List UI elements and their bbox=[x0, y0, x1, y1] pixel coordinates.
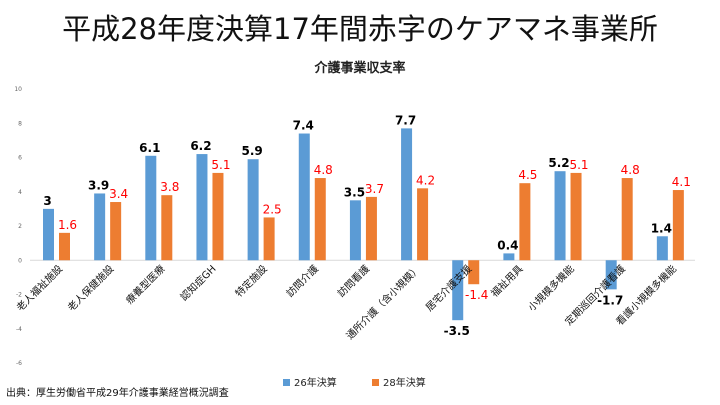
data-label: 5.2 bbox=[548, 156, 569, 170]
category-label: 認知症GH bbox=[177, 262, 218, 303]
category-label: 療養型医療 bbox=[123, 262, 168, 307]
category-label: 福祉用具 bbox=[488, 262, 525, 299]
bar-fy26 bbox=[298, 133, 310, 261]
data-label: 1.4 bbox=[651, 221, 672, 235]
data-label: 1.6 bbox=[58, 218, 77, 232]
data-label: 4.1 bbox=[672, 175, 691, 189]
data-label: -1.7 bbox=[597, 293, 623, 307]
legend-label: 26年決算 bbox=[294, 376, 337, 389]
category-label: 訪問介護 bbox=[283, 262, 320, 299]
y-tick-label: 6 bbox=[18, 155, 22, 162]
bar-fy28 bbox=[621, 178, 633, 261]
bar-fy28 bbox=[468, 260, 480, 285]
legend-label: 28年決算 bbox=[383, 376, 426, 389]
bar-series: 3 3.9 6.1 6.2 5.9 7.4 3.5 7.7 -3.5 0.4 5.2 -1.7 1.4 1… bbox=[43, 113, 691, 338]
data-label: 5.1 bbox=[569, 158, 588, 172]
chart-title: 介護事業収支率 bbox=[313, 60, 405, 76]
category-label: 老人保健施設 bbox=[65, 262, 117, 314]
data-label: 4.8 bbox=[314, 163, 333, 177]
bar-fy28 bbox=[519, 183, 531, 261]
legend: 26年決算 28年決算 bbox=[283, 376, 426, 389]
category-label: 特定施設 bbox=[232, 262, 269, 299]
y-tick-label: 10 bbox=[14, 86, 22, 93]
data-label: 4.8 bbox=[621, 163, 640, 177]
bar-fy28 bbox=[212, 172, 224, 261]
category-label: 訪問看護 bbox=[335, 262, 372, 299]
data-label: 5.1 bbox=[211, 158, 230, 172]
bar-fy26 bbox=[94, 193, 106, 261]
data-label: 3.4 bbox=[109, 187, 128, 201]
data-label: 3.8 bbox=[160, 180, 179, 194]
bar-fy26 bbox=[401, 128, 413, 261]
bar-fy28 bbox=[672, 190, 684, 261]
data-label: 3.9 bbox=[88, 178, 109, 192]
data-label: 2.5 bbox=[263, 202, 282, 216]
bar-fy26 bbox=[656, 236, 668, 261]
data-label: 6.1 bbox=[139, 141, 160, 155]
category-labels: 老人福祉施設 老人保健施設 療養型医療 認知症GH 特定施設 訪問介護 訪問看護通所介護（含… bbox=[14, 262, 679, 342]
data-label: 4.5 bbox=[518, 168, 537, 182]
data-label: 7.7 bbox=[395, 113, 416, 127]
bar-fy28 bbox=[417, 188, 429, 261]
data-label: 6.2 bbox=[190, 139, 211, 153]
y-tick-label: -6 bbox=[16, 360, 22, 367]
page-title: 平成28年度決算17年間赤字のケアマネ事業所 bbox=[62, 12, 658, 46]
bar-fy26 bbox=[145, 155, 157, 261]
data-label: 3.7 bbox=[365, 182, 384, 196]
y-tick-label: 0 bbox=[18, 257, 22, 264]
data-label: 4.2 bbox=[416, 173, 435, 187]
bar-fy26 bbox=[247, 159, 259, 261]
y-tick-label: -2 bbox=[16, 292, 22, 299]
bar-fy28 bbox=[263, 217, 275, 261]
bar-fy28 bbox=[365, 196, 377, 261]
data-label: 0.4 bbox=[497, 238, 518, 252]
bar-fy28 bbox=[314, 178, 326, 261]
category-label: 小規模多機能 bbox=[525, 262, 577, 314]
source-note: 出典：厚生労働省平成29年介護事業経営概況調査 bbox=[6, 388, 229, 399]
legend-swatch bbox=[283, 379, 290, 386]
bar-fy26 bbox=[196, 154, 208, 261]
category-label: 老人福祉施設 bbox=[14, 262, 66, 314]
data-label: -3.5 bbox=[444, 324, 470, 338]
y-tick-label: 8 bbox=[18, 120, 22, 127]
bar-fy28 bbox=[59, 232, 70, 261]
y-tick-label: 2 bbox=[18, 223, 22, 230]
bar-fy26 bbox=[349, 200, 361, 261]
y-axis: -6 -4 -2 0 2 4 6 8 10 bbox=[14, 86, 695, 367]
data-label: 3 bbox=[43, 194, 51, 208]
bar-fy26 bbox=[503, 253, 515, 261]
y-tick-label: 4 bbox=[18, 189, 22, 196]
bar-fy26 bbox=[43, 208, 54, 261]
legend-swatch bbox=[372, 379, 379, 386]
bar-fy28 bbox=[570, 172, 582, 261]
data-label: 5.9 bbox=[241, 144, 262, 158]
bar-fy28 bbox=[110, 202, 122, 261]
bar-fy26 bbox=[605, 260, 617, 290]
bar-fy26 bbox=[452, 260, 464, 321]
data-label: 7.4 bbox=[293, 119, 314, 133]
data-label: -1.4 bbox=[465, 288, 488, 302]
y-tick-label: -4 bbox=[16, 326, 22, 333]
bar-fy26 bbox=[554, 171, 566, 261]
bar-fy28 bbox=[161, 195, 173, 261]
data-label: 3.5 bbox=[344, 185, 365, 199]
